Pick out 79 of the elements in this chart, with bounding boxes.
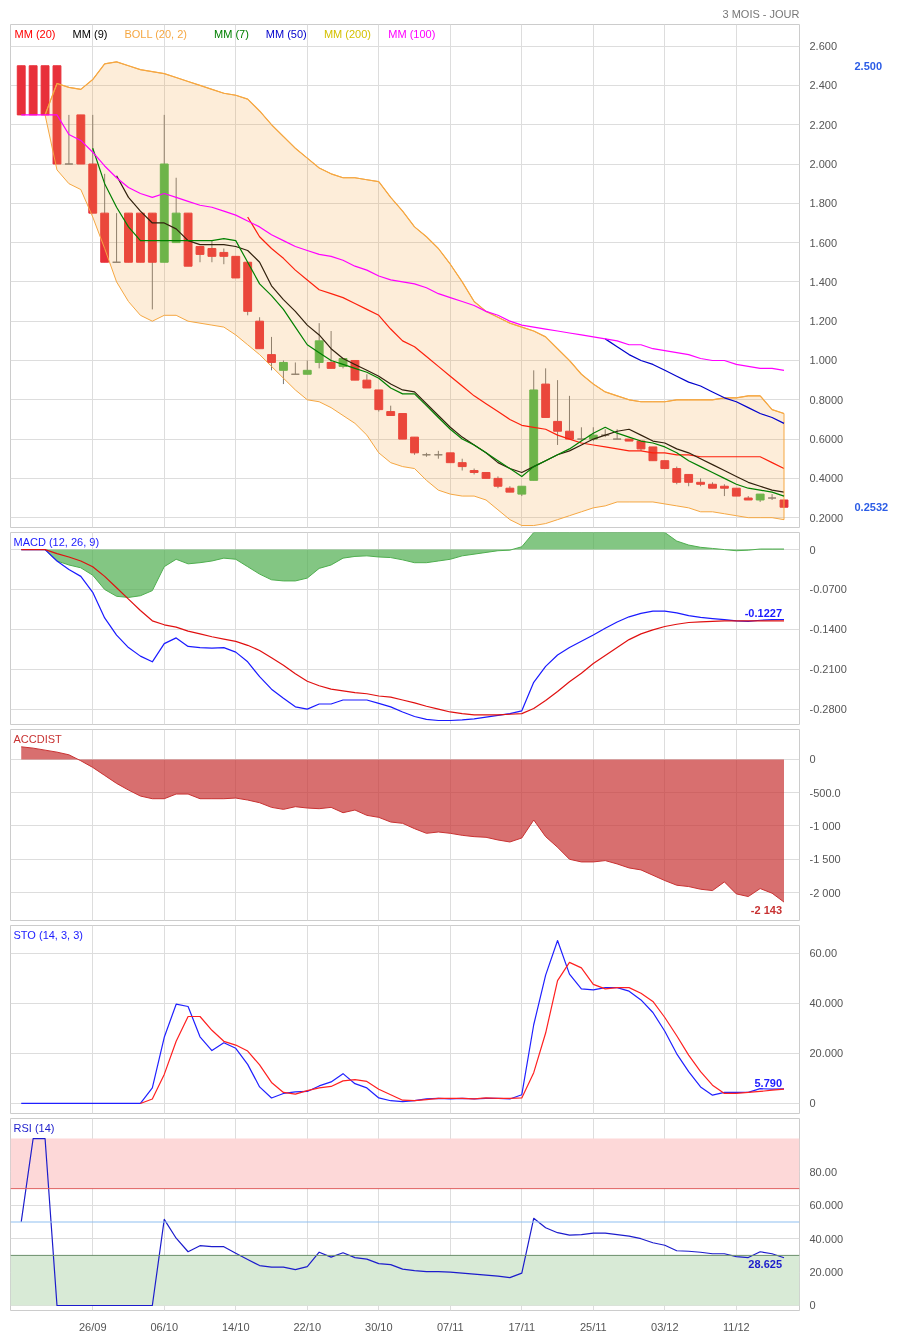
y-tick-label: -0.0700 [809,583,847,596]
line-series [139,961,785,1105]
text: BOLL (20, 2) [124,27,187,40]
y-tick-label: 0 [809,1299,816,1312]
candlestick [207,240,217,263]
candlestick [767,493,777,501]
data-label: -0.1227 [744,607,783,620]
y-tick-label: -0.2800 [809,703,847,716]
chart-title: STO (14, 3, 3) [13,928,83,941]
x-tick-label: 30/10 [365,1320,393,1333]
chart-title: MACD (12, 26, 9) [13,535,100,548]
y-tick-label: 1.200 [809,315,838,328]
y-tick-label: 1.000 [809,354,838,367]
candlestick [279,359,288,385]
y-tick-label: -1 000 [809,820,841,832]
candlestick [553,379,562,446]
x-tick-label: 07/11 [436,1320,464,1333]
y-tick-label: -1 500 [809,853,841,866]
text: MM (20) [14,27,56,40]
x-tick-label: 11/12 [722,1320,750,1333]
y-tick-label: 1.600 [809,236,838,249]
y-tick-label: 20.000 [809,1266,844,1279]
line-series [604,338,785,424]
line-series [20,1137,785,1307]
x-tick-label: 03/12 [651,1320,679,1333]
y-tick-label: 60.000 [809,1199,844,1212]
line-series [20,114,785,371]
y-tick-label: 0.2000 [809,511,844,524]
y-tick-label: 60.00 [809,947,838,960]
y-tick-label: 2.400 [809,79,838,92]
x-tick-label: 17/11 [508,1320,536,1333]
candlestick [267,336,276,371]
y-tick-label: 0 [809,753,816,766]
data-label: 5.790 [754,1076,783,1089]
text: MM (7) [214,27,249,40]
chart-title: ACCDIST [13,732,63,745]
candlestick [314,322,324,369]
line-series [20,939,785,1105]
y-tick-label: 20.000 [809,1047,844,1060]
text: MM (100) [388,27,436,40]
y-tick-label: 0 [809,1097,816,1110]
x-tick-label: 26/09 [78,1320,107,1333]
y-tick-label: 80.00 [809,1165,838,1178]
y-tick-label: 1.400 [809,275,838,288]
x-tick-label: 06/10 [150,1320,179,1333]
y-tick-label: 2.000 [809,158,838,170]
y-tick-label: 40.000 [809,1232,844,1245]
y-tick-label: 1.800 [809,197,838,210]
y-tick-label: -0.1400 [809,623,847,636]
chart-title: RSI (14) [13,1121,55,1134]
y-tick-label: -2 000 [809,886,841,899]
text: 3 MOIS - JOUR [722,7,800,20]
candlestick [374,389,384,413]
y2-tick-label: 0.2532 [854,501,889,514]
y-tick-label: 40.000 [809,997,844,1010]
y-tick-label: 0.6000 [809,433,844,446]
x-tick-label: 25/11 [579,1320,607,1333]
data-label: 28.625 [748,1257,783,1270]
text: MM (9) [72,27,108,40]
y-tick-label: 0 [809,543,816,556]
y-tick-label: 2.200 [809,118,838,131]
candlestick [231,255,241,279]
line-series [44,61,785,415]
legend-label: MM (200) [323,27,371,40]
candlestick [64,114,74,165]
candlestick [612,428,622,440]
y2-tick-label: 2.500 [854,59,883,72]
x-tick-label: 22/10 [293,1320,322,1333]
y-tick-label: 2.600 [809,40,838,53]
candlestick [565,395,574,440]
y-tick-label: 0.4000 [809,472,844,485]
candlestick [326,330,336,369]
line-series [247,216,785,470]
y-tick-label: 0.8000 [809,393,844,406]
y-tick-label: -0.2100 [809,663,847,676]
y-tick-label: -500.0 [809,786,841,799]
text: MM (50) [265,27,307,40]
x-tick-label: 14/10 [221,1320,250,1333]
data-label: -2 143 [750,904,783,917]
